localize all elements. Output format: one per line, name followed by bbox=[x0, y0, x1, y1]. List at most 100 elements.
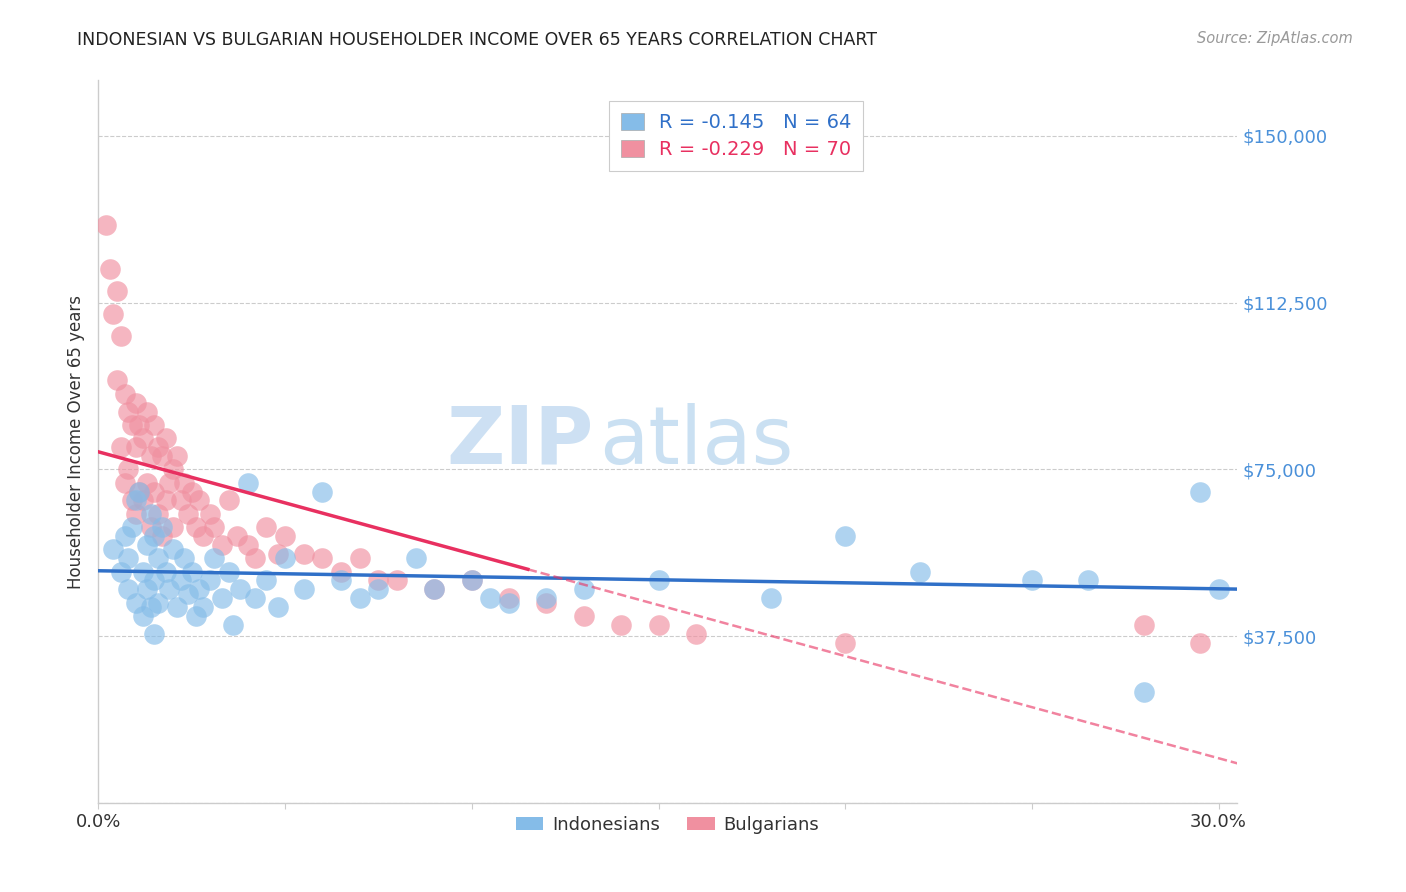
Point bbox=[155, 493, 177, 508]
Point bbox=[180, 484, 202, 499]
Point bbox=[572, 609, 595, 624]
Point bbox=[191, 529, 214, 543]
Point bbox=[572, 582, 595, 597]
Point bbox=[150, 449, 173, 463]
Point bbox=[114, 386, 136, 401]
Point bbox=[117, 404, 139, 418]
Point bbox=[256, 520, 278, 534]
Point bbox=[146, 440, 169, 454]
Point bbox=[647, 574, 669, 588]
Point bbox=[311, 484, 333, 499]
Point bbox=[143, 417, 166, 432]
Point bbox=[498, 591, 520, 606]
Point bbox=[274, 551, 297, 566]
Point bbox=[405, 551, 427, 566]
Point bbox=[166, 600, 188, 615]
Point bbox=[266, 600, 288, 615]
Point bbox=[330, 574, 353, 588]
Point bbox=[143, 529, 166, 543]
Point bbox=[114, 529, 136, 543]
Point bbox=[157, 475, 180, 490]
Point bbox=[610, 618, 633, 632]
Point bbox=[132, 565, 155, 579]
Point bbox=[647, 618, 669, 632]
Point bbox=[200, 574, 222, 588]
Point bbox=[169, 493, 191, 508]
Point bbox=[177, 507, 200, 521]
Point bbox=[1188, 636, 1211, 650]
Y-axis label: Householder Income Over 65 years: Householder Income Over 65 years bbox=[66, 294, 84, 589]
Point bbox=[479, 591, 502, 606]
Point bbox=[834, 529, 856, 543]
Point bbox=[139, 600, 162, 615]
Point bbox=[136, 404, 159, 418]
Point bbox=[114, 475, 136, 490]
Point bbox=[125, 440, 148, 454]
Point bbox=[1133, 618, 1156, 632]
Point bbox=[292, 582, 315, 597]
Text: Source: ZipAtlas.com: Source: ZipAtlas.com bbox=[1197, 31, 1353, 46]
Point bbox=[162, 462, 184, 476]
Point bbox=[1208, 582, 1230, 597]
Point bbox=[188, 582, 211, 597]
Point bbox=[136, 538, 159, 552]
Text: atlas: atlas bbox=[599, 402, 794, 481]
Point bbox=[385, 574, 408, 588]
Point bbox=[461, 574, 484, 588]
Point bbox=[139, 520, 162, 534]
Point bbox=[908, 565, 931, 579]
Point bbox=[105, 285, 128, 299]
Point bbox=[150, 529, 173, 543]
Point bbox=[349, 551, 371, 566]
Point bbox=[274, 529, 297, 543]
Point bbox=[125, 507, 148, 521]
Point bbox=[177, 587, 200, 601]
Point bbox=[162, 520, 184, 534]
Point bbox=[128, 484, 150, 499]
Point bbox=[143, 627, 166, 641]
Point bbox=[330, 565, 353, 579]
Point bbox=[184, 520, 207, 534]
Point bbox=[146, 507, 169, 521]
Point bbox=[211, 538, 233, 552]
Point bbox=[236, 538, 259, 552]
Point bbox=[117, 551, 139, 566]
Point bbox=[188, 493, 211, 508]
Point bbox=[117, 582, 139, 597]
Point bbox=[173, 551, 195, 566]
Point bbox=[222, 618, 245, 632]
Point bbox=[202, 520, 225, 534]
Point bbox=[155, 431, 177, 445]
Point bbox=[266, 547, 288, 561]
Point bbox=[125, 596, 148, 610]
Point bbox=[125, 493, 148, 508]
Point bbox=[536, 596, 558, 610]
Point bbox=[132, 493, 155, 508]
Point bbox=[139, 449, 162, 463]
Point bbox=[367, 582, 389, 597]
Point bbox=[834, 636, 856, 650]
Point bbox=[292, 547, 315, 561]
Point bbox=[218, 565, 240, 579]
Point bbox=[128, 417, 150, 432]
Point bbox=[143, 574, 166, 588]
Point bbox=[218, 493, 240, 508]
Point bbox=[121, 417, 143, 432]
Point bbox=[1133, 684, 1156, 698]
Point bbox=[146, 596, 169, 610]
Point bbox=[1021, 574, 1043, 588]
Point bbox=[121, 493, 143, 508]
Point bbox=[166, 449, 188, 463]
Point bbox=[200, 507, 222, 521]
Point bbox=[150, 520, 173, 534]
Point bbox=[128, 484, 150, 499]
Point bbox=[536, 591, 558, 606]
Point bbox=[184, 609, 207, 624]
Point bbox=[162, 542, 184, 557]
Point bbox=[169, 574, 191, 588]
Point bbox=[105, 373, 128, 387]
Point bbox=[132, 609, 155, 624]
Point bbox=[157, 582, 180, 597]
Point bbox=[139, 507, 162, 521]
Point bbox=[236, 475, 259, 490]
